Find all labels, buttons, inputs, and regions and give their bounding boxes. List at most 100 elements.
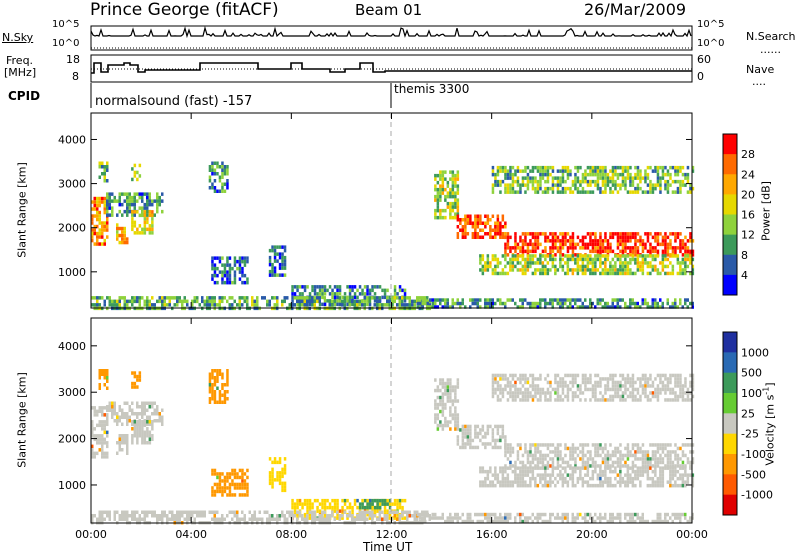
heatmap-cell — [469, 221, 472, 225]
heatmap-cell — [611, 464, 615, 468]
heatmap-cell — [691, 239, 695, 243]
heatmap-cell — [616, 190, 620, 194]
heatmap-cell — [626, 261, 630, 265]
heatmap-cell — [514, 464, 517, 468]
heatmap-cell — [574, 466, 577, 470]
heatmap-cell — [281, 488, 284, 493]
heatmap-cell — [494, 172, 497, 177]
heatmap-cell — [121, 233, 124, 238]
heatmap-cell — [539, 398, 542, 402]
heatmap-cell — [456, 170, 460, 174]
heatmap-cell — [143, 419, 146, 423]
heatmap-cell — [98, 423, 101, 428]
heatmap-cell — [291, 517, 294, 521]
heatmap-cell — [669, 305, 672, 309]
heatmap-cell — [216, 376, 219, 380]
heatmap-cell — [123, 240, 126, 245]
heatmap-cell — [551, 190, 555, 194]
heatmap-cell — [308, 505, 312, 510]
heatmap-cell — [594, 242, 597, 247]
heatmap-cell — [589, 257, 592, 262]
heatmap-cell — [391, 296, 394, 300]
heatmap-cell — [631, 446, 635, 451]
colorbar-swatch — [723, 332, 737, 353]
heatmap-cell — [661, 172, 665, 177]
heatmap-cell — [146, 430, 149, 434]
heatmap-cell — [449, 177, 452, 181]
heatmap-cell — [619, 305, 622, 309]
heatmap-cell — [143, 423, 147, 427]
heatmap-cell — [434, 198, 437, 202]
heatmap-cell — [551, 460, 555, 465]
heatmap-cell — [143, 299, 146, 304]
heatmap-cell — [626, 305, 629, 309]
heatmap-cell — [624, 249, 627, 254]
heatmap-cell — [439, 388, 442, 393]
heatmap-cell — [471, 519, 474, 524]
heatmap-cell — [524, 232, 527, 236]
heatmap-cell — [684, 464, 687, 468]
heatmap-cell — [383, 505, 387, 510]
heatmap-cell — [519, 298, 522, 302]
heatmap-cell — [106, 376, 109, 380]
heatmap-cell — [281, 303, 284, 307]
heatmap-cell — [579, 384, 582, 388]
heatmap-cell — [606, 301, 609, 306]
heatmap-cell — [268, 478, 272, 482]
heatmap-cell — [228, 256, 232, 260]
heatmap-cell — [659, 519, 662, 524]
heatmap-cell — [496, 298, 499, 302]
heatmap-cell — [621, 394, 625, 399]
heatmap-cell — [333, 299, 336, 304]
heatmap-cell — [686, 257, 690, 262]
heatmap-cell — [496, 228, 500, 232]
heatmap-cell — [91, 303, 94, 307]
heatmap-cell — [606, 380, 610, 385]
heatmap-cell — [529, 453, 532, 458]
heatmap-cell — [616, 473, 620, 477]
heatmap-cell — [106, 419, 109, 423]
heatmap-cell — [449, 205, 452, 209]
heatmap-cell — [241, 475, 244, 480]
heatmap-cell — [666, 387, 670, 392]
heatmap-cell — [298, 502, 302, 506]
heatmap-cell — [439, 516, 442, 520]
heatmap-cell — [509, 453, 512, 458]
heatmap-cell — [268, 514, 271, 518]
heatmap-cell — [671, 249, 675, 254]
heatmap-cell — [566, 464, 570, 468]
heatmap-cell — [504, 246, 507, 250]
heatmap-cell — [143, 408, 146, 412]
heatmap-cell — [108, 303, 111, 307]
heatmap-cell — [366, 296, 369, 300]
heatmap-cell — [363, 285, 367, 289]
heatmap-cell — [351, 285, 354, 289]
heatmap-cell — [171, 510, 174, 514]
heatmap-cell — [223, 383, 227, 387]
heatmap-cell — [599, 466, 602, 470]
heatmap-cell — [366, 285, 369, 289]
heatmap-cell — [531, 232, 535, 236]
heatmap-cell — [541, 271, 545, 276]
heatmap-cell — [491, 391, 495, 395]
heatmap-cell — [216, 510, 219, 514]
heatmap-cell — [183, 299, 186, 304]
heatmap-cell — [143, 412, 146, 416]
heatmap-cell — [664, 183, 667, 187]
heatmap-cell — [333, 295, 337, 300]
heatmap-cell — [589, 450, 592, 454]
heatmap-cell — [526, 398, 530, 402]
heatmap-cell — [178, 514, 181, 518]
heatmap-cell — [631, 443, 635, 447]
heatmap-cell — [454, 177, 457, 181]
heatmap-cell — [604, 464, 607, 468]
heatmap-cell — [659, 516, 662, 520]
heatmap-cell — [126, 213, 129, 217]
heatmap-cell — [554, 271, 557, 276]
heatmap-cell — [569, 466, 572, 470]
heatmap-cell — [283, 488, 287, 493]
heatmap-cell — [163, 296, 166, 300]
heatmap-cell — [496, 257, 500, 262]
heatmap-cell — [131, 195, 134, 200]
